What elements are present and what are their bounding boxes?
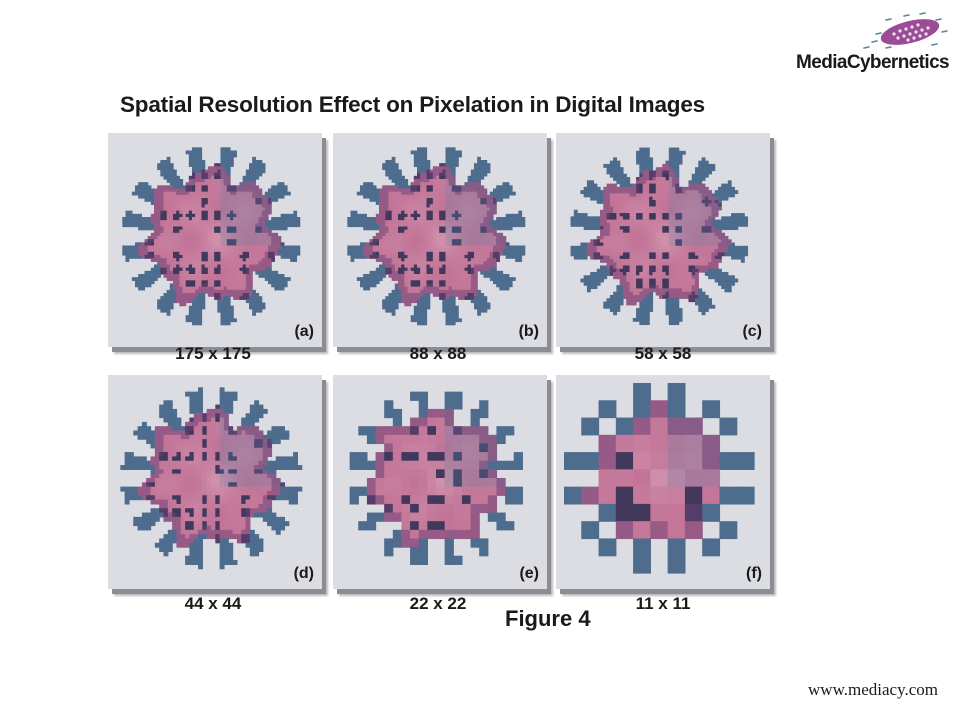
panel-label: (e) [519, 565, 539, 582]
panel-e: (e) [333, 375, 547, 589]
panel-a: (a) [108, 133, 322, 347]
panel-label: (a) [294, 323, 314, 340]
panel-c: (c) [556, 133, 770, 347]
website-url[interactable]: www.mediacy.com [808, 680, 938, 699]
resolution-caption: 88 x 88 [409, 344, 467, 363]
panel-label: (b) [518, 323, 539, 340]
logo-globe-icon [863, 12, 948, 49]
resolution-caption: 44 x 44 [184, 594, 242, 613]
resolution-caption: 22 x 22 [409, 594, 467, 613]
pixelated-cell-image [347, 147, 526, 326]
pixelated-cell-image [570, 147, 749, 326]
pixelated-cell-image [349, 391, 523, 565]
logo-wordmark: MediaCybernetics [796, 52, 950, 73]
panel-f: (f) [556, 375, 770, 589]
panel-d: (d) [108, 375, 322, 589]
resolution-caption: 11 x 11 [635, 594, 691, 613]
panel-label: (f) [746, 565, 762, 582]
resolution-caption: 175 x 175 [175, 344, 251, 363]
panel-b: (b) [333, 133, 547, 347]
panel-label: (c) [742, 323, 762, 340]
page-title: Spatial Resolution Effect on Pixelation … [120, 92, 705, 117]
mediacybernetics-logo: MediaCybernetics [796, 12, 950, 80]
resolution-caption: 58 x 58 [634, 344, 692, 363]
pixelated-cell-image [564, 383, 755, 574]
figure-label: Figure 4 [505, 606, 591, 631]
pixelated-cell-image [122, 147, 301, 326]
pixelated-cell-image [120, 387, 303, 570]
panel-label: (d) [293, 565, 314, 582]
